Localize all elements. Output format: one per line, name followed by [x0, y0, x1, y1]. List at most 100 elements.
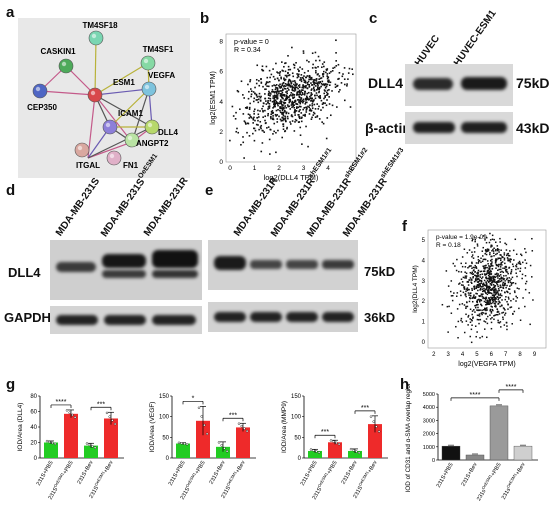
- scatter-b-point: [296, 93, 299, 96]
- scatter-f-point: [451, 299, 454, 302]
- scatter-b-point: [275, 115, 277, 117]
- scatter-f-point: [475, 292, 477, 295]
- scatter-f-point: [509, 279, 511, 282]
- scatter-b-point: [281, 113, 283, 115]
- scatter-b-point: [284, 117, 287, 120]
- scatter-f-ytick: 0: [422, 340, 426, 346]
- scatter-b-point: [328, 103, 331, 105]
- scatter-b-point: [293, 96, 296, 98]
- scatter-b-point: [282, 118, 285, 121]
- scatter-f-point: [493, 302, 496, 305]
- scatter-f-point: [495, 290, 497, 292]
- scatter-b-point: [321, 66, 323, 69]
- scatter-f-point: [497, 311, 500, 313]
- scatter-f-point: [505, 265, 507, 268]
- scatter-f-point: [489, 303, 491, 305]
- scatter-b-point: [262, 116, 264, 119]
- scatter-b-point: [291, 100, 294, 103]
- scatter-b-point: [279, 93, 282, 95]
- scatter-f-point: [489, 299, 492, 302]
- scatter-f-point: [499, 293, 502, 295]
- scatter-f-point: [489, 253, 491, 256]
- scatter-b-point: [287, 112, 290, 115]
- scatter-b-point: [321, 80, 324, 83]
- scatter-f-point: [465, 275, 468, 277]
- scatter-b-point: [294, 100, 297, 103]
- scatter-b-point: [331, 104, 334, 107]
- scatter-b-point: [267, 102, 269, 104]
- scatter-b-point: [252, 132, 254, 135]
- network-node-fn1: [106, 150, 122, 166]
- scatter-f-point: [471, 324, 473, 326]
- scatter-f-point: [497, 313, 499, 316]
- scatter-f-point: [528, 292, 531, 294]
- scatter-f-point: [455, 325, 457, 328]
- scatter-f-point: [481, 311, 483, 314]
- scatter-f-point: [485, 301, 487, 304]
- scatter-b-point: [308, 113, 311, 115]
- scatter-b-point: [247, 97, 250, 100]
- scatter-f-point: [470, 328, 473, 331]
- scatter-b-point: [302, 89, 304, 91]
- scatter-b-point: [280, 93, 283, 96]
- scatter-b-point: [294, 81, 297, 84]
- scatter-b-point: [346, 85, 348, 87]
- g-bar: [216, 446, 230, 458]
- scatter-b-point: [318, 105, 320, 108]
- scatter-b-point: [337, 63, 340, 66]
- scatter-b-point: [242, 113, 245, 115]
- scatter-b-point: [294, 99, 297, 102]
- scatter-b-point: [324, 86, 327, 89]
- scatter-b-point: [289, 85, 292, 88]
- scatter-f-point: [490, 288, 493, 290]
- scatter-f-point: [479, 273, 482, 276]
- scatter-f-point: [509, 250, 511, 252]
- scatter-f-point: [489, 292, 492, 294]
- scatter-f-point: [468, 265, 470, 268]
- scatter-b-point: [242, 136, 244, 138]
- scatter-b-point: [278, 90, 280, 93]
- scatter-b-point: [273, 100, 275, 102]
- scatter-b-point: [349, 106, 352, 108]
- scatter-f-point: [515, 295, 517, 298]
- scatter-b-point: [311, 93, 313, 96]
- scatter-b-point: [302, 84, 304, 86]
- scatter-f-point: [513, 290, 516, 292]
- scatter-f-point: [515, 265, 518, 268]
- scatter-b-point: [311, 101, 314, 103]
- scatter-b-point: [299, 101, 301, 104]
- scatter-f-point: [471, 261, 473, 264]
- scatter-b-point: [325, 91, 328, 94]
- scatter-f-point: [494, 260, 497, 262]
- scatter-b-point: [325, 85, 328, 88]
- scatter-f-point: [494, 298, 496, 301]
- scatter-f-point: [491, 297, 494, 299]
- scatter-b-point: [293, 93, 296, 96]
- scatter-f-point: [485, 241, 488, 244]
- h-bar: [489, 405, 509, 461]
- scatter-f-point: [491, 308, 494, 311]
- scatter-f-point: [480, 303, 482, 306]
- scatter-f-point: [498, 249, 500, 251]
- scatter-b-point: [270, 117, 272, 120]
- scatter-b-point: [250, 95, 252, 98]
- scatter-f-point: [465, 307, 467, 310]
- d-blot-dll4: [50, 240, 202, 300]
- scatter-b-point: [254, 119, 256, 122]
- scatter-b-point: [292, 104, 295, 106]
- scatter-b-point: [261, 129, 264, 132]
- scatter-b-point: [303, 93, 306, 96]
- scatter-f-point: [506, 277, 509, 279]
- scatter-f-point: [492, 277, 495, 279]
- scatter-f-point: [480, 282, 482, 285]
- scatter-f-point: [470, 341, 473, 344]
- scatter-b-point: [312, 100, 314, 102]
- scatter-f-point: [499, 294, 501, 296]
- scatter-f-point: [496, 245, 499, 247]
- scatter-b-point: [328, 79, 330, 82]
- scatter-f-point: [508, 288, 511, 290]
- scatter-b-point: [292, 80, 294, 83]
- scatter-b-point: [296, 73, 298, 75]
- scatter-f-point: [487, 269, 489, 272]
- scatter-f-point: [505, 322, 508, 324]
